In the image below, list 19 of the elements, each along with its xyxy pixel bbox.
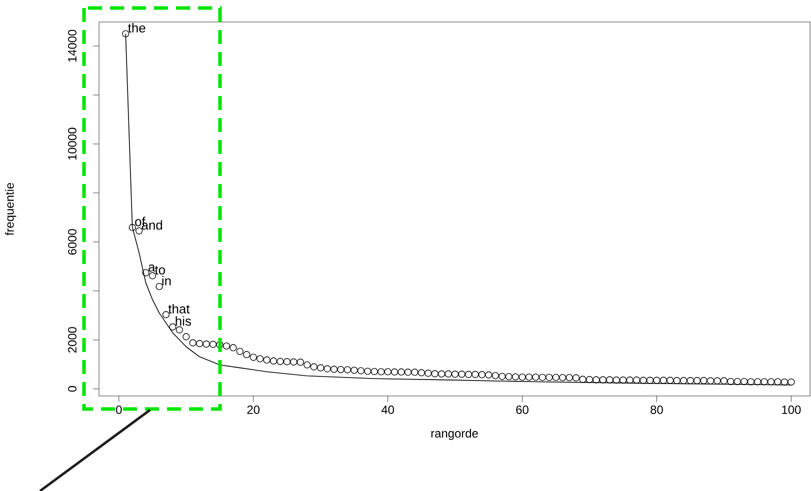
x-tick-label: 20 bbox=[247, 406, 260, 414]
annotation: in bbox=[162, 276, 171, 286]
annotation: his bbox=[176, 316, 191, 326]
x-tick-label: 80 bbox=[650, 406, 663, 414]
x-tick-label: 0 bbox=[116, 406, 122, 414]
x-tick-label: 40 bbox=[381, 406, 394, 414]
y-tick-label: 2000 bbox=[68, 327, 76, 353]
y-tick-label: 10000 bbox=[68, 128, 76, 160]
x-tick-label: 60 bbox=[516, 406, 528, 414]
annotation: a bbox=[148, 264, 156, 272]
y-tick-label: 0 bbox=[68, 386, 76, 392]
annotation: that bbox=[168, 304, 190, 314]
annotation: the bbox=[128, 23, 146, 33]
y-axis-title: frequentie bbox=[5, 182, 16, 236]
y-tick-label: 14000 bbox=[68, 30, 76, 62]
annotation: to bbox=[154, 266, 165, 275]
x-tick-label: 100 bbox=[782, 406, 801, 414]
y-tick-label: 6000 bbox=[68, 229, 76, 255]
x-axis-title: rangorde bbox=[431, 428, 478, 440]
